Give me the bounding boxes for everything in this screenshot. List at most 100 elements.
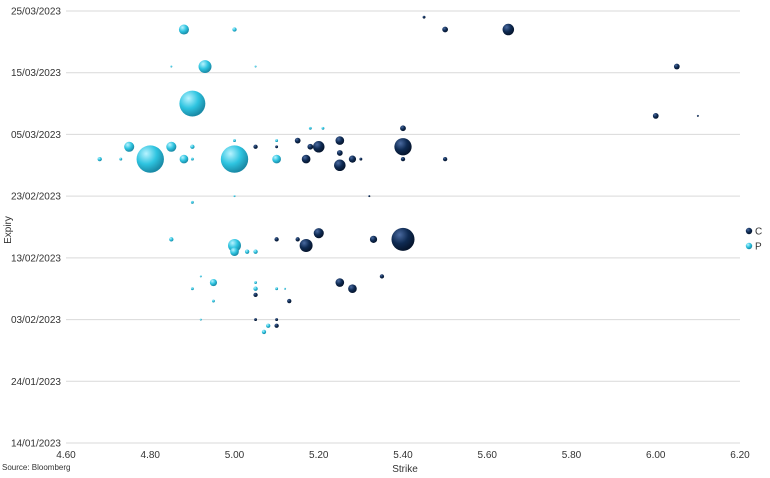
bubble-P (190, 157, 194, 161)
y-tick-label: 13/02/2023 (11, 253, 61, 264)
y-tick-label: 25/03/2023 (11, 7, 61, 18)
bubble-C (369, 235, 378, 243)
bubble-P (275, 287, 279, 291)
legend-marker-C (745, 227, 753, 235)
bubble-C (307, 143, 314, 150)
bubble-C (359, 157, 363, 161)
bubble-P (211, 299, 215, 303)
bubble-C (652, 113, 659, 119)
bubble-C (673, 63, 680, 70)
bubble-C (391, 227, 415, 251)
x-tick-label: 5.00 (225, 450, 245, 461)
bubble-P (232, 27, 237, 32)
bubble-C (254, 318, 258, 322)
bubble-C (301, 154, 311, 164)
bubble-C (400, 125, 406, 132)
x-axis-tick-labels: 4.60 4.80 5.00 5.20 5.40 5.60 5.80 6.00 6.20 (56, 450, 750, 461)
x-tick-label: 6.20 (730, 450, 750, 461)
bubble-C (368, 195, 371, 198)
bubble-P (199, 318, 202, 321)
y-tick-label: 23/02/2023 (11, 192, 61, 203)
bubble-P (179, 154, 189, 164)
bubble-P (308, 126, 312, 130)
bubble-C (253, 144, 258, 149)
bubble-P (253, 249, 258, 254)
x-axis-title: Strike (392, 464, 418, 475)
bubble-P (190, 144, 195, 149)
bubble-C (336, 150, 343, 156)
bubble-P (220, 145, 249, 173)
bubbles (97, 15, 699, 335)
bubble-P (321, 126, 325, 130)
x-tick-label: 5.20 (309, 450, 329, 461)
y-axis-tick-labels: 14/01/2023 24/01/2023 03/02/2023 13/02/2023… (11, 7, 61, 450)
y-tick-label: 24/01/2023 (11, 377, 61, 388)
bubble-P (209, 278, 218, 287)
bubble-C (274, 237, 279, 242)
bubble-C (335, 136, 345, 145)
bubble-C (294, 137, 301, 144)
bubble-P (190, 200, 194, 204)
bubble-C (379, 274, 385, 279)
bubble-C (299, 239, 313, 252)
bubble-P (254, 65, 257, 68)
bubble-P (136, 145, 164, 173)
bubble-P (190, 287, 194, 291)
x-tick-label: 5.80 (562, 450, 582, 461)
bubble-P (199, 275, 202, 278)
y-tick-label: 14/01/2023 (11, 439, 61, 450)
bubble-C (394, 138, 412, 156)
source-note: Source: Bloomberg (2, 463, 71, 472)
bubble-P (266, 323, 271, 328)
bubble-P (253, 286, 258, 291)
bubble-P (169, 237, 174, 242)
bubble-C (442, 26, 449, 33)
x-tick-label: 4.60 (56, 450, 76, 461)
x-tick-label: 5.60 (478, 450, 498, 461)
bubble-P (284, 287, 287, 290)
bubble-C (422, 15, 426, 19)
x-tick-label: 6.00 (646, 450, 666, 461)
legend-label-P: P (755, 242, 762, 253)
bubble-P (179, 90, 206, 117)
bubble-C (442, 156, 448, 162)
bubble-P (230, 247, 239, 257)
bubble-P (178, 24, 189, 35)
y-axis-title: Expiry (3, 216, 14, 244)
legend: CP (745, 227, 762, 253)
bubble-P (272, 154, 281, 164)
legend-label-C: C (755, 227, 762, 238)
legend-marker-P (745, 242, 753, 250)
bubble-P (233, 139, 236, 143)
bubble-C (334, 159, 346, 172)
bubble-C (287, 298, 292, 304)
bubble-C (502, 23, 515, 36)
bubble-P (233, 195, 236, 198)
bubble-C (335, 278, 345, 287)
bubble-P (228, 239, 241, 252)
bubble-C (348, 284, 357, 294)
bubble-C (348, 155, 357, 163)
bubble-P (198, 60, 212, 74)
bubble-C (253, 292, 258, 298)
bubble-C (274, 323, 279, 328)
bubble-C (696, 114, 699, 117)
bubble-C (295, 237, 300, 242)
bubble-P (166, 141, 177, 152)
bubble-C (312, 141, 325, 153)
bubble-P (275, 139, 279, 143)
y-tick-label: 05/03/2023 (11, 130, 61, 141)
bubble-C (275, 145, 279, 149)
y-tick-label: 03/02/2023 (11, 315, 61, 326)
bubble-P (124, 141, 135, 152)
x-tick-label: 5.40 (393, 450, 413, 461)
bubble-P (244, 249, 250, 254)
bubble-P (97, 156, 102, 162)
gridlines (66, 10, 740, 444)
bubble-P (254, 281, 258, 284)
bubble-C (313, 228, 324, 239)
bubble-P (119, 157, 123, 161)
bubble-P (261, 329, 267, 335)
y-tick-label: 15/03/2023 (11, 68, 61, 79)
